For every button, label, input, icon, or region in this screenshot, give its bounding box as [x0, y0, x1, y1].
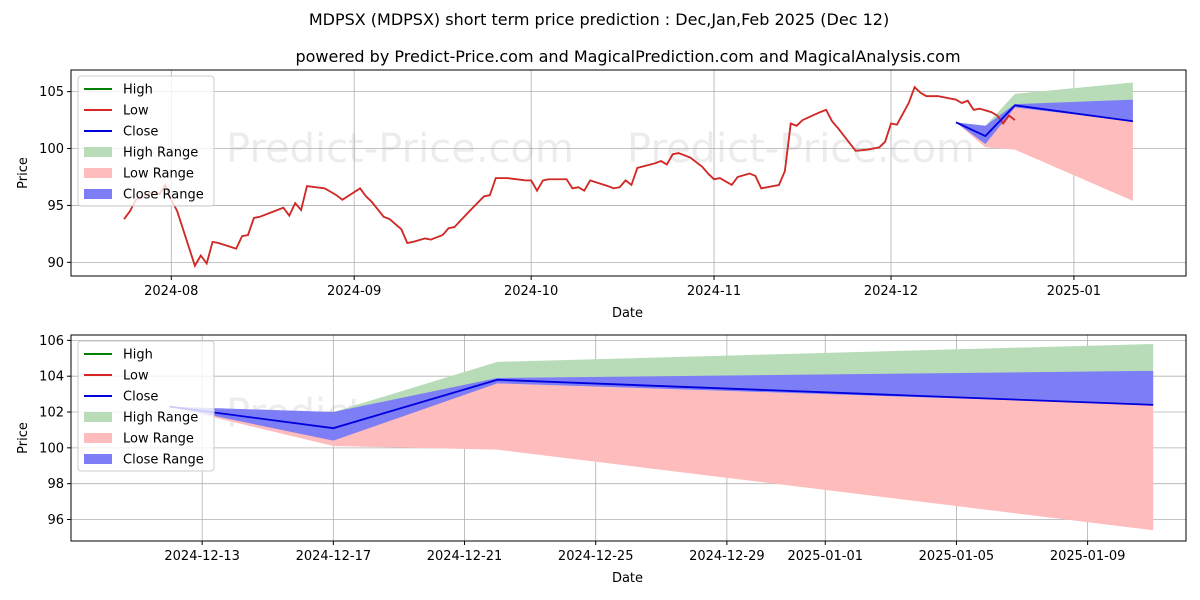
- close-series-line: [169, 378, 1154, 430]
- x-tick-label: 2024-12: [864, 284, 918, 299]
- legend-label: Close: [123, 390, 158, 405]
- y-axis-label: Price: [16, 157, 31, 189]
- history-panel: Predict-Price.com Predict-Price.com 2024-0…: [16, 69, 1187, 321]
- x-tick-label: 2024-12-21: [427, 549, 503, 564]
- chart-subtitle: powered by Predict-Price.com and Magical…: [295, 47, 960, 66]
- legend-swatch-patch: [84, 454, 112, 464]
- y-tick-label: 105: [39, 85, 64, 100]
- y-tick-label: 90: [47, 256, 64, 271]
- x-tick-label: 2024-12-25: [558, 549, 634, 564]
- x-tick-label: 2025-01-09: [1050, 549, 1126, 564]
- legend-label: Low: [123, 369, 149, 384]
- y-tick-label: 100: [39, 142, 64, 157]
- low-range-band: [955, 107, 1133, 201]
- axes-frame: [70, 69, 1187, 277]
- chart-title: MDPSX (MDPSX) short term price predictio…: [309, 10, 889, 29]
- watermark-text: Predict-Price.com: [226, 126, 574, 172]
- legend: High Low Close High Range Low Range Close Ran…: [77, 75, 215, 207]
- y-tick-label: 100: [39, 441, 64, 456]
- close-series-line: [955, 104, 1134, 138]
- x-tick-label: 2024-10: [504, 284, 558, 299]
- legend-label: Low: [123, 104, 149, 119]
- legend-label: Low Range: [123, 167, 194, 182]
- legend-swatch-patch: [84, 412, 112, 422]
- legend-label: High: [123, 83, 153, 98]
- y-tick-label: 96: [47, 513, 64, 528]
- y-tick-label: 106: [39, 334, 64, 349]
- x-tick-label: 2024-12-13: [164, 549, 240, 564]
- x-tick-label: 2024-12-17: [296, 549, 372, 564]
- legend: High Low Close High Range Low Range Close Ran…: [77, 340, 215, 472]
- y-tick-label: 104: [39, 370, 64, 385]
- x-tick-label: 2024-12-29: [689, 549, 765, 564]
- y-axis-label: Price: [16, 422, 31, 454]
- plot-area: [123, 82, 1134, 268]
- x-tick-label: 2024-09: [327, 284, 381, 299]
- x-tick-label: 2025-01: [1047, 284, 1101, 299]
- legend-swatch-patch: [84, 168, 112, 178]
- legend-label: High Range: [123, 146, 198, 161]
- y-tick-label: 102: [39, 406, 64, 421]
- legend-swatch-patch: [84, 147, 112, 157]
- legend-swatch-patch: [84, 433, 112, 443]
- legend-label: High: [123, 348, 153, 363]
- forecast-zoom-panel: Predict-Price.comPredict-Price.com2024-1…: [16, 334, 1187, 586]
- watermark-text: Predict-Price.com: [627, 126, 975, 172]
- x-axis-label: Date: [612, 306, 643, 321]
- x-tick-label: 2024-08: [144, 284, 198, 299]
- plot-area: [169, 343, 1154, 531]
- y-tick-label: 98: [47, 477, 64, 492]
- legend-label: Close: [123, 125, 158, 140]
- legend-label: Close Range: [123, 453, 204, 468]
- x-tick-label: 2024-11: [687, 284, 741, 299]
- x-tick-label: 2025-01-01: [787, 549, 863, 564]
- legend-label: Low Range: [123, 432, 194, 447]
- legend-swatch-patch: [84, 189, 112, 199]
- legend-label: Close Range: [123, 188, 204, 203]
- legend-label: High Range: [123, 411, 198, 426]
- close-range-band: [955, 99, 1133, 144]
- axes-frame: [70, 334, 1187, 542]
- close-range-band: [169, 370, 1154, 441]
- y-tick-label: 95: [47, 199, 64, 214]
- low-range-band: [169, 383, 1154, 531]
- x-axis-label: Date: [612, 571, 643, 586]
- low-series-line: [123, 85, 1016, 268]
- x-tick-label: 2025-01-05: [919, 549, 995, 564]
